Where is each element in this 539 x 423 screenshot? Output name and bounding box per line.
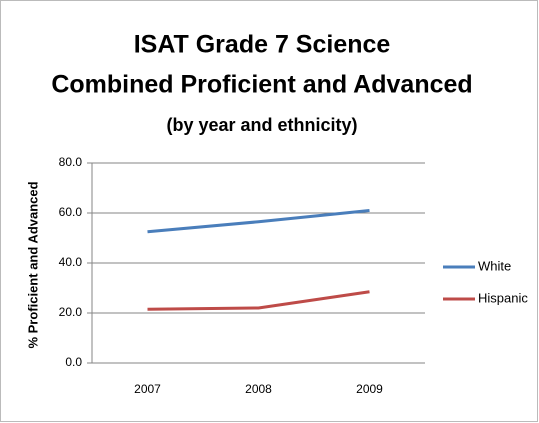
y-tick-label: 20.0 [59,305,83,319]
y-tick-label: 60.0 [59,205,83,219]
y-tick-label: 80.0 [59,155,83,169]
x-tick-label: 2008 [245,382,272,396]
y-axis-label: % Proficient and Advanced [25,181,40,348]
chart-title: Combined Proficient and Advanced [51,71,472,99]
data-line [147,290,370,311]
x-tick-label: 2007 [134,382,161,396]
y-tick-label: 0.0 [65,355,82,369]
legend-label: White [478,258,511,273]
chart-title: ISAT Grade 7 Science [134,31,391,59]
data-line [147,209,370,234]
chart-subtitle: (by year and ethnicity) [166,115,357,135]
legend-label: Hispanic [478,290,528,305]
x-tick-label: 2009 [356,382,383,396]
y-tick-label: 40.0 [59,255,83,269]
